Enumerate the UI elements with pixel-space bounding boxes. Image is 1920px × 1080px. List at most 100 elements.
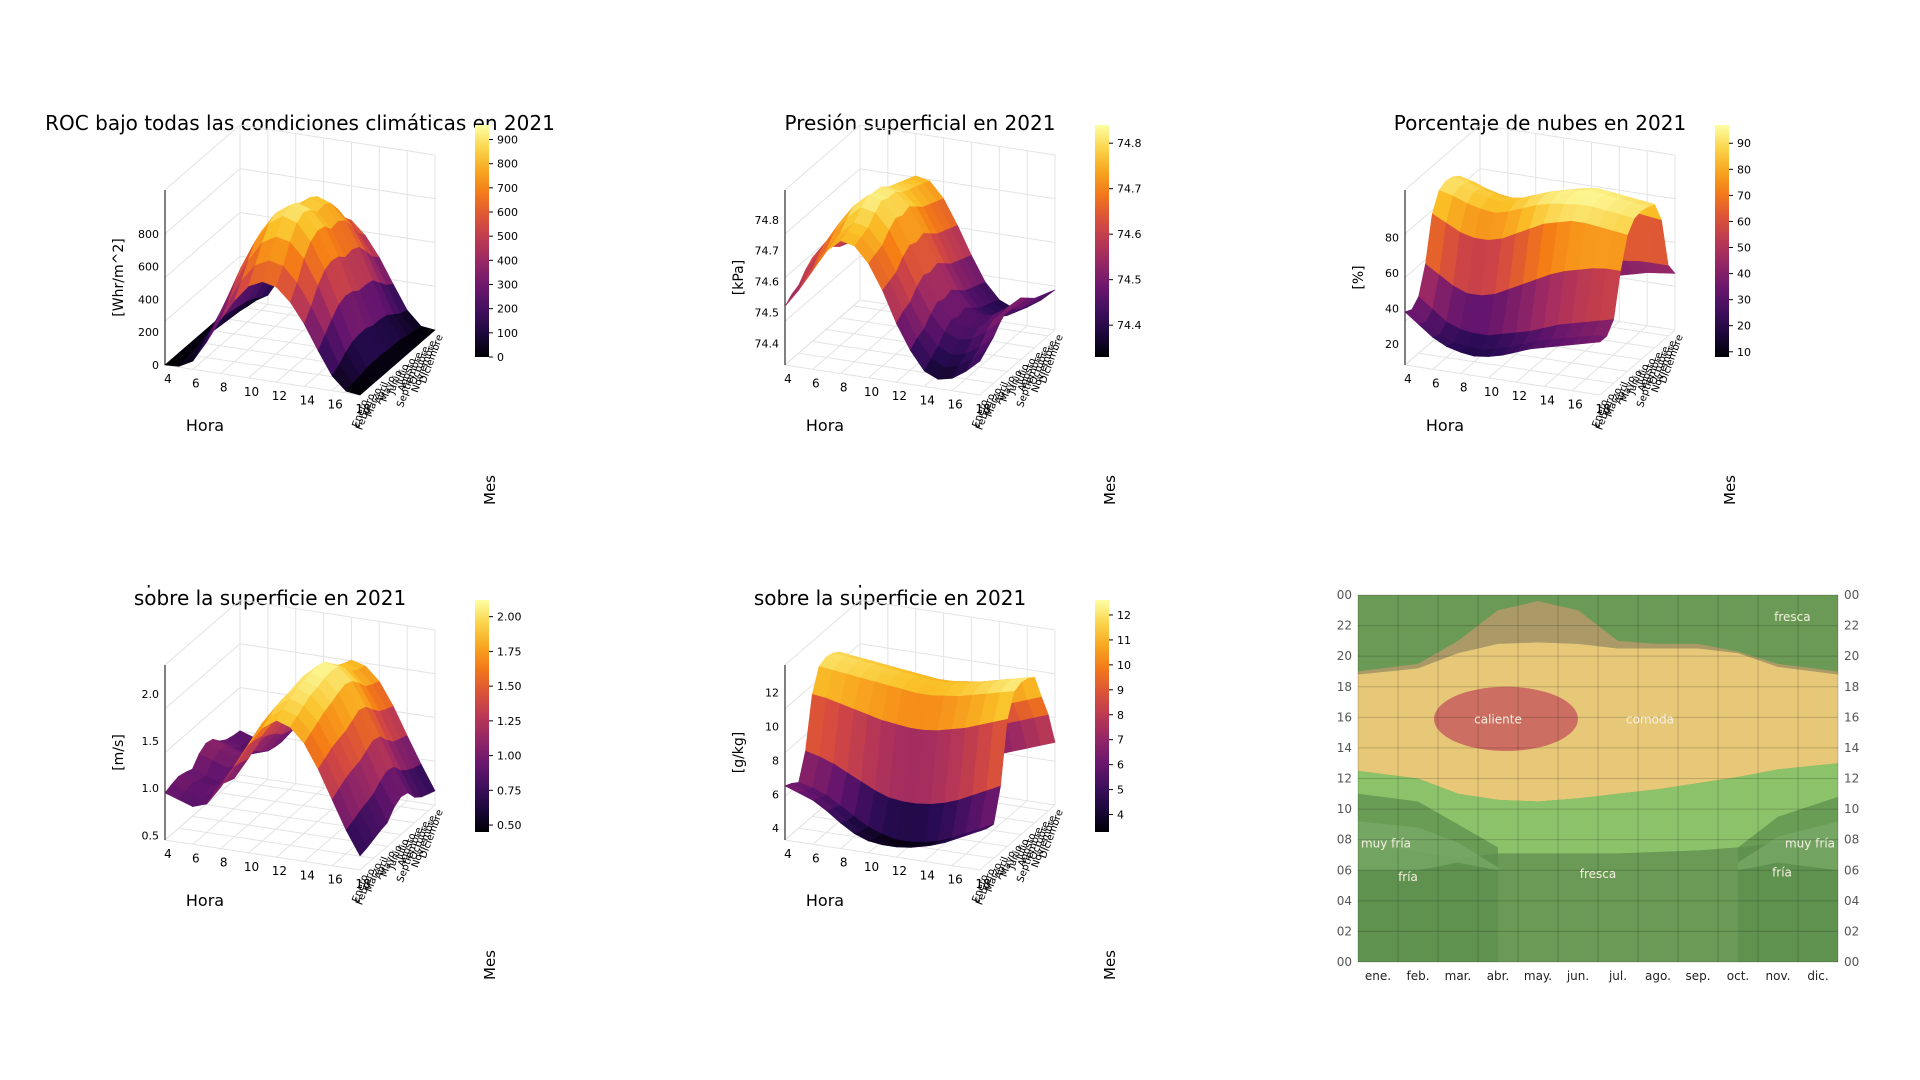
- hour-tick-left: 12: [1337, 772, 1352, 786]
- z-tick-label: 8: [772, 754, 779, 767]
- month-tick-label: ene.: [1365, 969, 1391, 983]
- back-wall-line: [859, 124, 1056, 156]
- band-fresca-morning: [1358, 763, 1838, 859]
- surface-patch: [345, 383, 368, 396]
- x-tick-label: 14: [920, 393, 935, 407]
- side-wall-line: [784, 168, 861, 235]
- z-tick-label: 74.6: [755, 276, 780, 289]
- floor-grid-line: [1599, 329, 1676, 396]
- z-tick-label: 2.0: [142, 688, 160, 701]
- colorbar-tick-label: 40: [1737, 268, 1751, 281]
- back-wall-line: [859, 599, 1056, 631]
- floor-grid-line: [1418, 352, 1614, 384]
- label-fresca-bottom: fresca: [1580, 867, 1616, 881]
- hour-tick-right: 02: [1844, 924, 1859, 938]
- band-fresca-evening: [1358, 601, 1838, 675]
- floor-grid-line: [164, 364, 361, 396]
- month-tick-label: mar.: [1445, 969, 1472, 983]
- x-tick-label: 8: [840, 856, 848, 870]
- month-tick-label: oct.: [1727, 969, 1749, 983]
- x-tick-label: 8: [840, 381, 848, 395]
- x-tick-label: 10: [244, 385, 259, 399]
- comfort-grid: [1357, 594, 1839, 963]
- x-tick-label: 8: [220, 381, 228, 395]
- colorbar-tick-label: 9: [1117, 684, 1124, 697]
- side-wall-line: [784, 255, 861, 322]
- colorbar-tick-label: 200: [497, 303, 518, 316]
- hour-tick-left: 00: [1337, 588, 1352, 602]
- x-tick-label: 10: [244, 860, 259, 874]
- depth-axis-label: Mes: [481, 475, 499, 505]
- colorbar-tick-label: 500: [497, 230, 518, 243]
- back-wall-line: [239, 599, 436, 631]
- floor-grid-line: [951, 800, 1028, 867]
- surface: [1404, 175, 1676, 357]
- month-tick-label: jun.: [1566, 969, 1589, 983]
- month-tick-label: may.: [1524, 969, 1552, 983]
- x-tick-label: 10: [864, 860, 879, 874]
- back-wall-line: [859, 168, 1056, 200]
- x-tick-label: 14: [920, 868, 935, 882]
- side-wall-line: [784, 124, 861, 191]
- hour-tick-left: 14: [1337, 741, 1352, 755]
- x-tick-label: 18: [975, 402, 990, 416]
- floor-grid-line: [784, 839, 981, 871]
- floor-grid-line: [248, 787, 324, 854]
- surface-panel-clouds: Porcentaje de nubes en 2021 20 40 60 80 [%] 4 6…: [1280, 110, 1900, 530]
- z-tick-label: 20: [1385, 338, 1399, 351]
- hour-tick-right: 04: [1844, 894, 1859, 908]
- colorbar-tick-label: 300: [497, 279, 518, 292]
- z-tick-label: 12: [765, 687, 779, 700]
- side-wall-line: [164, 124, 241, 191]
- z-tick-label: 80: [1385, 232, 1399, 245]
- hour-tick-left: 22: [1337, 619, 1352, 633]
- colorbar-tick-label: 74.8: [1117, 137, 1142, 150]
- hour-tick-left: 02: [1337, 924, 1352, 938]
- z-tick-label: 400: [138, 293, 159, 306]
- colorbar-tick-label: 600: [497, 206, 518, 219]
- z-axis-label: [%]: [1351, 265, 1367, 289]
- colorbar-tick-label: 400: [497, 254, 518, 267]
- hour-tick-right: 10: [1844, 802, 1859, 816]
- back-wall-line: [1479, 168, 1676, 200]
- surface-chart-pressure: Presión superficial en 2021 74.4 74.5 74.6 7…: [731, 111, 1142, 505]
- side-wall-line: [164, 212, 241, 278]
- z-tick-label: 40: [1385, 302, 1399, 315]
- colorbar-tick-label: 900: [497, 134, 518, 147]
- surface-panel-pressure: Presión superficial en 2021 74.4 74.5 74.6 7…: [660, 110, 1260, 530]
- back-wall-line: [239, 643, 436, 675]
- colorbar: [475, 600, 489, 832]
- side-wall-line: [784, 599, 861, 666]
- surface-patch: [1585, 335, 1608, 344]
- hour-tick-left: 08: [1337, 833, 1352, 847]
- colorbar-tick-label: 74.6: [1117, 228, 1142, 241]
- x-tick-label: 18: [355, 402, 370, 416]
- x-tick-label: 4: [784, 847, 792, 861]
- z-axis-label: [m/s]: [111, 734, 127, 771]
- colorbar: [1095, 600, 1109, 832]
- colorbar-tick-label: 90: [1737, 137, 1751, 150]
- month-tick-label: ago.: [1645, 969, 1671, 983]
- floor-grid-line: [951, 325, 1028, 392]
- floor-grid-line: [359, 804, 436, 871]
- back-wall-line: [859, 643, 1056, 675]
- surface-patch: [345, 820, 368, 857]
- depth-axis-label: Mes: [1721, 475, 1739, 505]
- label-muy-fria-left: muy fría: [1361, 836, 1411, 850]
- side-wall-line: [164, 168, 241, 235]
- comfort-chart-panel: 00 00 22 22 20 20 18 18 16 16 14 14 12 12 10 10 08 08 06 06…: [1318, 580, 1878, 990]
- side-wall-line: [164, 687, 241, 753]
- z-tick-label: 1.0: [142, 782, 160, 795]
- month-tick-label: feb.: [1406, 969, 1429, 983]
- z-tick-label: 74.8: [755, 214, 780, 227]
- surface-panel-radiation: ROC bajo todas las condiciones climática…: [40, 110, 640, 530]
- band-caliente: [1434, 686, 1578, 751]
- x-tick-label: 16: [948, 873, 963, 887]
- x-tick-label: 4: [164, 847, 172, 861]
- x-axis-label: Hora: [186, 891, 224, 910]
- x-axis-label: Hora: [806, 416, 844, 435]
- x-tick-label: 6: [192, 851, 200, 865]
- x-tick-label: 18: [355, 877, 370, 891]
- surface-patch: [966, 828, 987, 835]
- floor-grid-line: [192, 778, 269, 845]
